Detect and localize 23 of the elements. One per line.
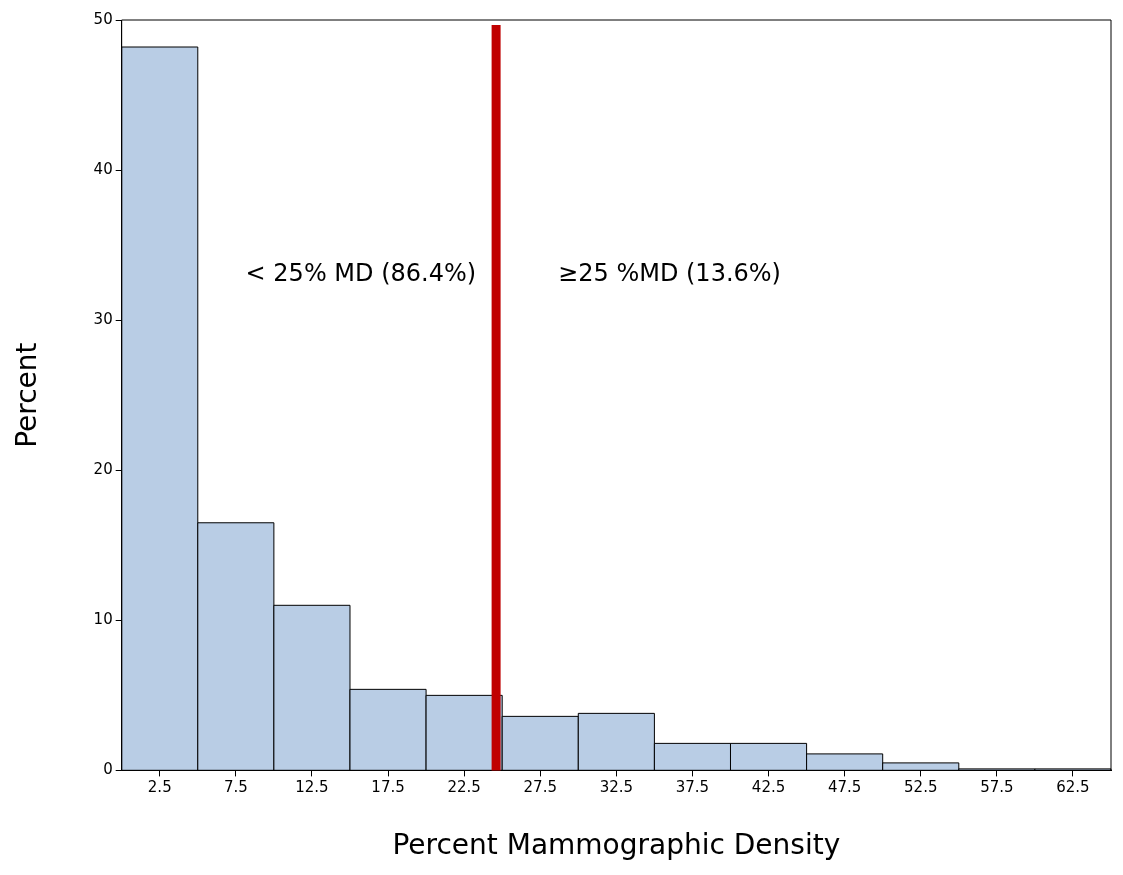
x-tick-label: 37.5 [675,778,710,797]
x-tick-label: 27.5 [523,778,557,797]
x-tick-label: 57.5 [980,778,1014,797]
y-tick-label: 30 [93,310,113,329]
y-tick-label: 50 [93,9,113,28]
x-axis-title: Percent Mammographic Density [392,828,841,862]
x-tick-label: 42.5 [751,778,786,797]
y-axis-title: Percent [10,342,44,448]
x-tick-label: 7.5 [223,778,248,797]
x-tick-label: 2.5 [147,778,172,797]
x-tick-label: 47.5 [827,778,862,797]
y-tick-label: 0 [103,760,113,779]
x-tick-label: 52.5 [904,778,938,797]
y-tick-label: 10 [93,610,113,629]
x-tick-label: 62.5 [1056,778,1090,797]
x-tick-label: 32.5 [599,778,634,797]
annotation: < 25% MD (86.4%) [245,259,477,288]
x-tick-label: 12.5 [295,778,329,797]
annotation: ≥25 %MD (13.6%) [558,259,781,288]
x-tick-label: 22.5 [447,778,481,797]
x-tick-label: 17.5 [371,778,405,797]
y-tick-label: 40 [93,159,113,178]
y-tick-label: 20 [93,460,113,479]
